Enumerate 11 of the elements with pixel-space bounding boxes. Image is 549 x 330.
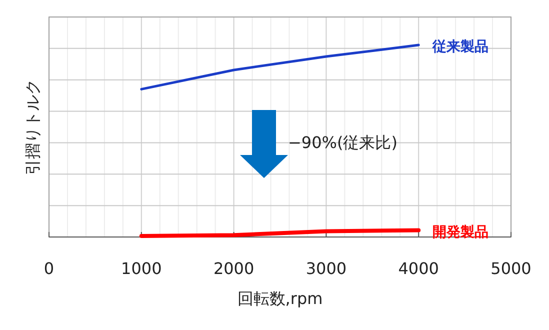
x-tick-label: 0 — [44, 259, 54, 278]
y-axis-title: 引摺りトルク — [23, 79, 42, 175]
x-tick-label: 2000 — [213, 259, 254, 278]
x-tick-label: 4000 — [398, 259, 439, 278]
x-tick-label: 1000 — [121, 259, 162, 278]
x-tick-label: 5000 — [490, 259, 532, 278]
annotation: −90%(従来比) — [288, 133, 398, 152]
x-axis-title: 回転数,rpm — [237, 289, 323, 308]
x-tick-label: 3000 — [306, 259, 347, 278]
series-label: 従来製品 — [432, 39, 489, 56]
series-label: 開発製品 — [432, 224, 489, 240]
